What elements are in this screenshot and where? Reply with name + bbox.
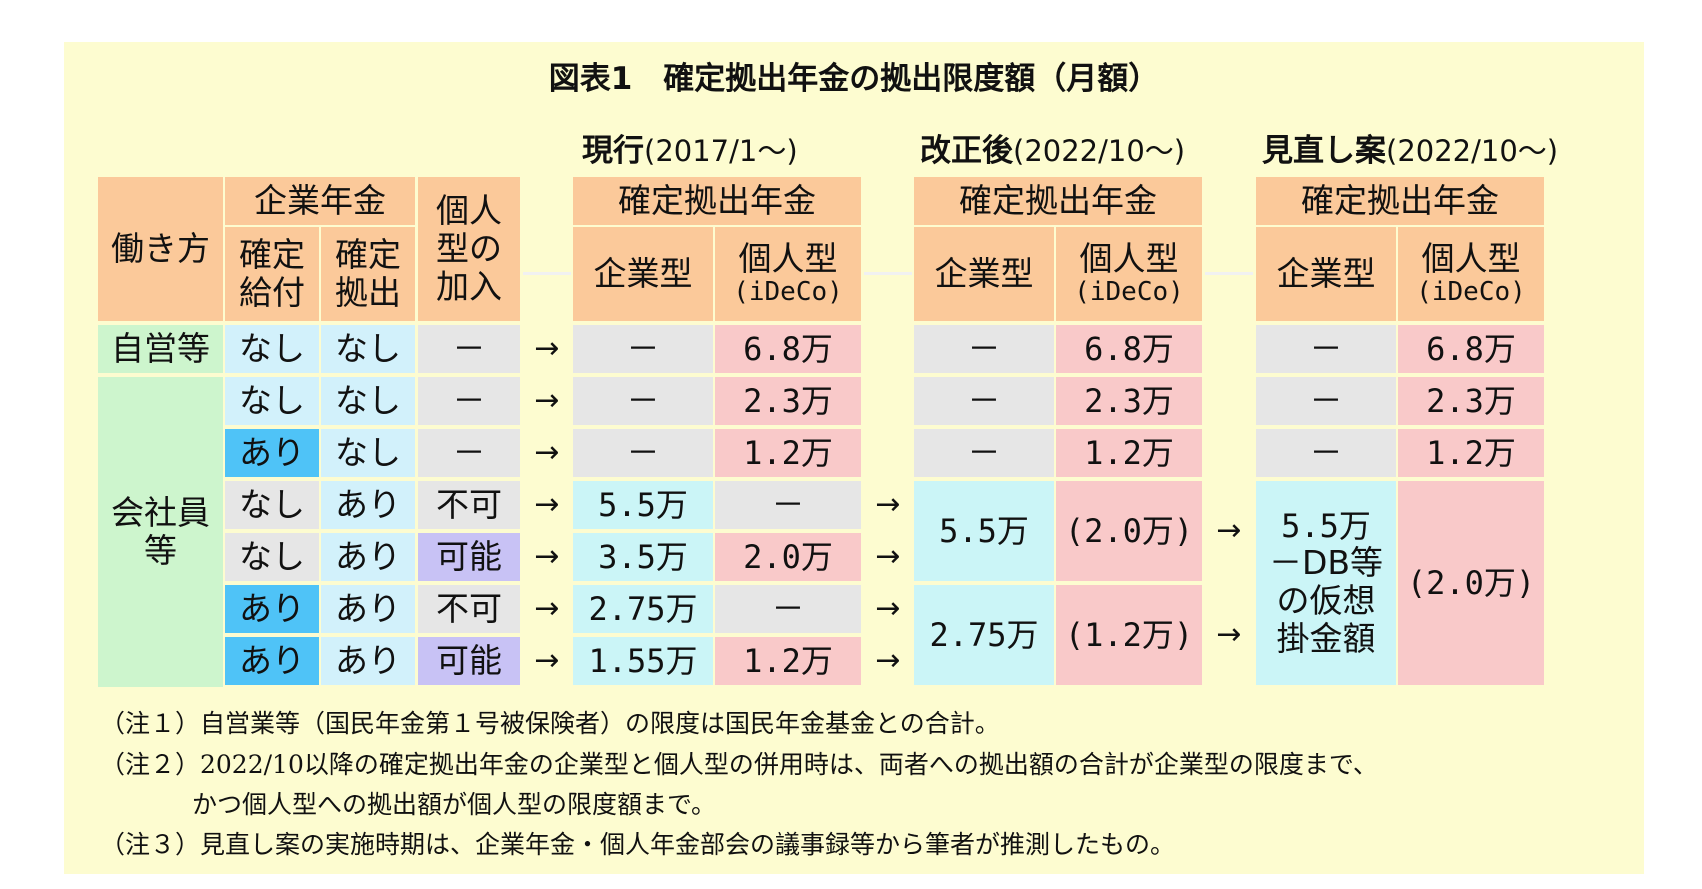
cell-current-individual: 6.8万 bbox=[715, 325, 861, 373]
header-dc-plan-review: 確定拠出年金 bbox=[1256, 177, 1544, 225]
header-individual-enrollment: 個人 型の 加入 bbox=[418, 177, 520, 321]
cell-db: なし bbox=[225, 377, 319, 425]
arrow: → bbox=[875, 590, 901, 626]
cell-current-individual: 1.2万 bbox=[715, 429, 861, 477]
cell-current-corporate: － bbox=[573, 429, 713, 477]
cell-individual: － bbox=[418, 325, 520, 373]
arrow: → bbox=[534, 538, 560, 574]
cell-db: なし bbox=[225, 325, 319, 373]
cell-reform-corporate: － bbox=[914, 325, 1054, 373]
cell-current-individual: － bbox=[715, 585, 861, 633]
cell-individual: 不可 bbox=[418, 481, 520, 529]
header-defined-benefit: 確定 給付 bbox=[225, 227, 319, 321]
figure-title: 図表1 確定拠出年金の拠出限度額（月額） bbox=[548, 61, 1160, 98]
arrow: → bbox=[875, 642, 901, 678]
cell-reform-individual-merged: (1.2万) bbox=[1056, 585, 1202, 685]
cell-current-corporate: 5.5万 bbox=[573, 481, 713, 529]
scenario-current: 現行 (2017/1～) bbox=[582, 133, 798, 170]
header-individual-type-current: 個人型 (iDeCo) bbox=[715, 227, 861, 321]
cell-reform-corporate: － bbox=[914, 377, 1054, 425]
cell-db: あり bbox=[225, 585, 319, 633]
arrow: → bbox=[534, 642, 560, 678]
cell-dc: あり bbox=[321, 637, 415, 685]
cell-current-individual: 2.0万 bbox=[715, 533, 861, 581]
cell-current-individual: － bbox=[715, 481, 861, 529]
cell-dc: なし bbox=[321, 377, 415, 425]
cell-current-corporate: － bbox=[573, 377, 713, 425]
header-corporate-type-review: 企業型 bbox=[1256, 227, 1396, 321]
cell-review-corporate: － bbox=[1256, 377, 1396, 425]
gap-line bbox=[523, 272, 571, 275]
cell-current-corporate: － bbox=[573, 325, 713, 373]
cell-db: なし bbox=[225, 533, 319, 581]
arrow: → bbox=[1216, 512, 1242, 548]
cell-reform-corporate: － bbox=[914, 429, 1054, 477]
cell-current-corporate: 2.75万 bbox=[573, 585, 713, 633]
cell-dc: あり bbox=[321, 533, 415, 581]
scenario-review: 見直し案 (2022/10～) bbox=[1262, 133, 1559, 170]
note-2-continued: かつ個人型への拠出額が個人型の限度額まで。 bbox=[192, 789, 717, 819]
cell-review-corporate-merged: 5.5万 －DB等 の仮想 掛金額 bbox=[1256, 481, 1396, 685]
note-1: （注１）自営業等（国民年金第１号被保険者）の限度は国民年金基金との合計。 bbox=[100, 708, 1000, 738]
cell-individual: 不可 bbox=[418, 585, 520, 633]
cell-review-individual: 2.3万 bbox=[1398, 377, 1544, 425]
cell-individual: － bbox=[418, 377, 520, 425]
arrow: → bbox=[534, 486, 560, 522]
arrow: → bbox=[534, 330, 560, 366]
group-employee: 会社員等 bbox=[98, 377, 223, 687]
header-dc-plan-reform: 確定拠出年金 bbox=[914, 177, 1202, 225]
cell-individual: － bbox=[418, 429, 520, 477]
cell-db: なし bbox=[225, 481, 319, 529]
header-individual-type-review: 個人型 (iDeCo) bbox=[1398, 227, 1544, 321]
cell-dc: なし bbox=[321, 325, 415, 373]
cell-reform-individual: 1.2万 bbox=[1056, 429, 1202, 477]
arrow: → bbox=[1216, 616, 1242, 652]
arrow: → bbox=[875, 538, 901, 574]
cell-reform-individual: 6.8万 bbox=[1056, 325, 1202, 373]
cell-db: あり bbox=[225, 429, 319, 477]
header-corporate-type-reform: 企業型 bbox=[914, 227, 1054, 321]
cell-current-individual: 2.3万 bbox=[715, 377, 861, 425]
cell-review-individual: 6.8万 bbox=[1398, 325, 1544, 373]
header-individual-type-reform: 個人型 (iDeCo) bbox=[1056, 227, 1202, 321]
arrow: → bbox=[534, 590, 560, 626]
header-workstyle: 働き方 bbox=[98, 177, 223, 321]
cell-individual: 可能 bbox=[418, 533, 520, 581]
cell-reform-individual: 2.3万 bbox=[1056, 377, 1202, 425]
cell-db: あり bbox=[225, 637, 319, 685]
cell-reform-corporate-merged: 5.5万 bbox=[914, 481, 1054, 581]
cell-review-individual: 1.2万 bbox=[1398, 429, 1544, 477]
arrow: → bbox=[534, 434, 560, 470]
cell-individual: 可能 bbox=[418, 637, 520, 685]
header-dc-plan-current: 確定拠出年金 bbox=[573, 177, 861, 225]
cell-current-corporate: 1.55万 bbox=[573, 637, 713, 685]
cell-current-individual: 1.2万 bbox=[715, 637, 861, 685]
cell-review-individual-merged: (2.0万) bbox=[1398, 481, 1544, 685]
cell-current-corporate: 3.5万 bbox=[573, 533, 713, 581]
cell-review-corporate: － bbox=[1256, 429, 1396, 477]
arrow: → bbox=[875, 486, 901, 522]
header-corporate-pension: 企業年金 bbox=[225, 177, 415, 225]
cell-dc: なし bbox=[321, 429, 415, 477]
cell-dc: あり bbox=[321, 481, 415, 529]
arrow: → bbox=[534, 382, 560, 418]
scenario-reform: 改正後 (2022/10～) bbox=[920, 133, 1186, 170]
cell-review-corporate: － bbox=[1256, 325, 1396, 373]
header-corporate-type-current: 企業型 bbox=[573, 227, 713, 321]
note-3: （注３）見直し案の実施時期は、企業年金・個人年金部会の議事録等から筆者が推測した… bbox=[100, 829, 1176, 859]
gap-line bbox=[864, 272, 912, 275]
cell-reform-corporate-merged: 2.75万 bbox=[914, 585, 1054, 685]
note-2: （注２）2022/10以降の確定拠出年金の企業型と個人型の併用時は、両者への拠出… bbox=[100, 749, 1378, 779]
gap-line bbox=[1205, 272, 1253, 275]
header-defined-contribution: 確定 拠出 bbox=[321, 227, 415, 321]
group-self-employed: 自営等 bbox=[98, 325, 223, 373]
cell-dc: あり bbox=[321, 585, 415, 633]
cell-reform-individual-merged: (2.0万) bbox=[1056, 481, 1202, 581]
